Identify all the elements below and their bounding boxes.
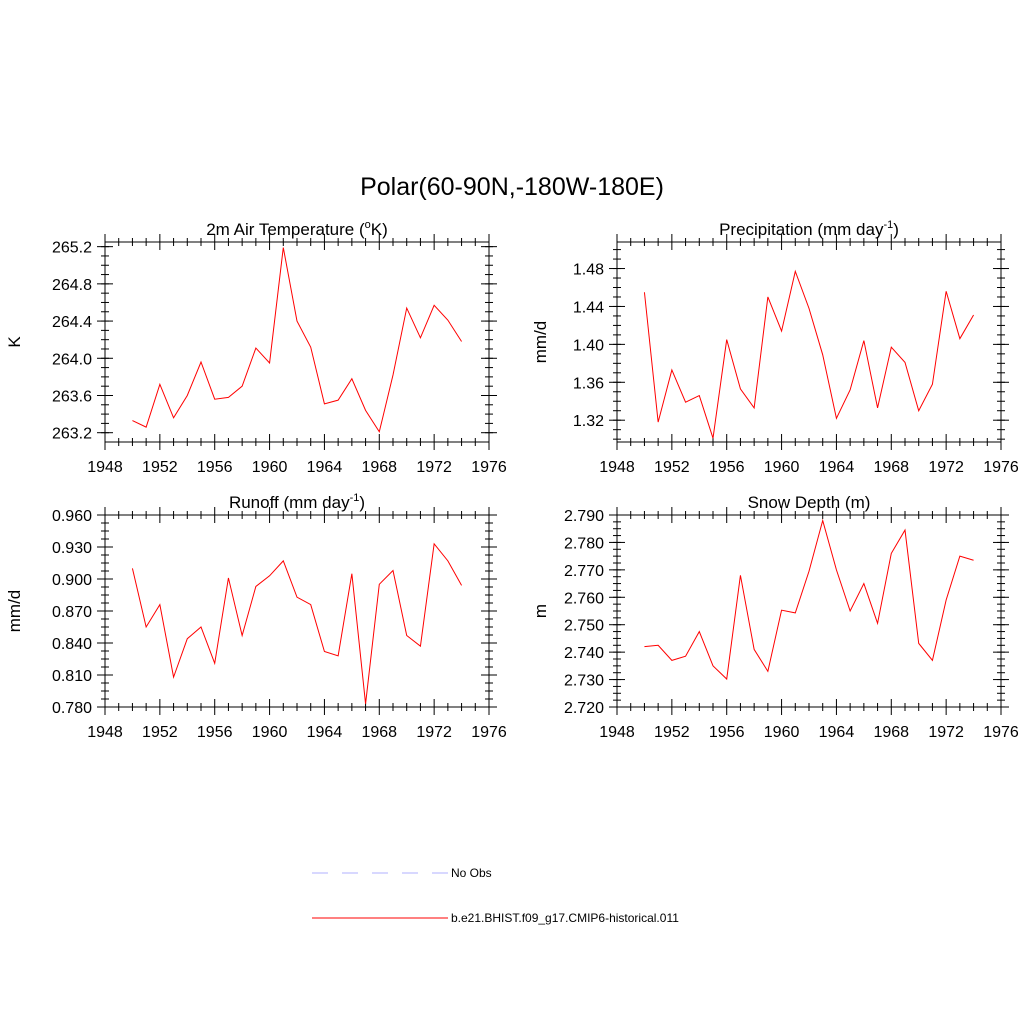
x-tick-label: 1964 bbox=[307, 724, 343, 741]
y-tick-label: 2.760 bbox=[564, 590, 604, 607]
plot-frame bbox=[104, 241, 490, 443]
x-tick-label: 1952 bbox=[142, 724, 178, 741]
y-tick-label: 263.2 bbox=[52, 426, 92, 443]
series-line-model bbox=[131, 542, 463, 704]
panel-title-text: 2m Air Temperature ( bbox=[206, 220, 365, 239]
panel-title-text: Snow Depth (m) bbox=[748, 493, 871, 512]
y-tick-label: 1.48 bbox=[573, 262, 604, 279]
x-tick-label: 1960 bbox=[764, 724, 800, 741]
plot-frame bbox=[104, 514, 490, 708]
legend-label: No Obs bbox=[451, 866, 492, 880]
y-tick-label: 0.810 bbox=[52, 668, 92, 685]
panel-title: Runoff (mm day-1) bbox=[229, 492, 365, 512]
x-tick-label: 1956 bbox=[709, 724, 745, 741]
y-tick-label: 264.0 bbox=[52, 351, 92, 368]
y-axis-label: K bbox=[5, 336, 24, 348]
x-tick-label: 1964 bbox=[307, 459, 343, 476]
panel-1: 2m Air Temperature (oK) 1948 1952 1956 1960 1… bbox=[5, 219, 507, 476]
y-tick-label: 0.900 bbox=[52, 572, 92, 589]
y-tick-label: 2.740 bbox=[564, 645, 604, 662]
y-axis-label: mm/d bbox=[5, 590, 24, 633]
x-tick-label: 1956 bbox=[197, 459, 233, 476]
x-tick-label: 1964 bbox=[819, 724, 855, 741]
x-tick-label: 1952 bbox=[654, 459, 690, 476]
y-tick-label: 0.840 bbox=[52, 636, 92, 653]
series-line-model bbox=[132, 247, 462, 434]
panel-title: Snow Depth (m) bbox=[748, 493, 871, 512]
x-tick-label: 1952 bbox=[654, 724, 690, 741]
legend: No Obs b.e21.BHIST.f09_g17.CMIP6-historic… bbox=[312, 866, 679, 925]
y-tick-label: 0.960 bbox=[52, 508, 92, 525]
y-tick-label: 2.770 bbox=[564, 563, 604, 580]
y-tick-label: 0.780 bbox=[52, 700, 92, 717]
y-tick-label: 264.4 bbox=[52, 314, 92, 331]
y-tick-label: 2.790 bbox=[564, 508, 604, 525]
x-tick-label: 1972 bbox=[416, 724, 452, 741]
y-tick-label: 263.6 bbox=[52, 388, 92, 405]
x-tick-label: 1968 bbox=[361, 459, 397, 476]
x-tick-label: 1960 bbox=[764, 459, 800, 476]
y-axis-label: mm/d bbox=[531, 321, 550, 364]
y-tick-label: 1.40 bbox=[573, 337, 604, 354]
panel-title-suffix: K) bbox=[371, 220, 388, 239]
x-tick-label: 1972 bbox=[928, 724, 964, 741]
x-tick-label: 1972 bbox=[928, 459, 964, 476]
x-tick-label: 1952 bbox=[142, 459, 178, 476]
x-tick-label: 1976 bbox=[471, 459, 507, 476]
y-tick-label: 1.44 bbox=[573, 299, 604, 316]
x-tick-label: 1956 bbox=[197, 724, 233, 741]
panel-title-text: Precipitation (mm day bbox=[719, 220, 884, 239]
x-tick-label: 1976 bbox=[471, 724, 507, 741]
y-tick-label: 2.730 bbox=[564, 673, 604, 690]
series-line-model bbox=[643, 269, 975, 439]
panel-4: Snow Depth (m) 1948 1952 1956 1960 1964 1968 19… bbox=[531, 493, 1019, 741]
y-tick-label: 2.780 bbox=[564, 535, 604, 552]
legend-label: b.e21.BHIST.f09_g17.CMIP6-historical.011 bbox=[451, 911, 679, 925]
x-tick-label: 1976 bbox=[983, 724, 1019, 741]
panel-title-sup: -1 bbox=[350, 492, 360, 504]
y-tick-label: 0.930 bbox=[52, 540, 92, 557]
y-tick-label: 265.2 bbox=[52, 240, 92, 257]
panel-title-suffix: ) bbox=[893, 220, 899, 239]
y-tick-label: 1.32 bbox=[573, 413, 604, 430]
x-tick-label: 1948 bbox=[87, 459, 123, 476]
x-tick-label: 1968 bbox=[873, 724, 909, 741]
x-tick-label: 1972 bbox=[416, 459, 452, 476]
panel-2: Precipitation (mm day-1) 1948 1952 1956 1960… bbox=[531, 219, 1019, 476]
x-tick-label: 1948 bbox=[87, 724, 123, 741]
panel-3: Runoff (mm day-1) 1948 1952 1956 1960 1964 196… bbox=[5, 492, 507, 741]
series-line-model bbox=[644, 518, 974, 681]
x-tick-label: 1956 bbox=[709, 459, 745, 476]
panel-title: 2m Air Temperature (oK) bbox=[206, 219, 388, 239]
panel-title: Precipitation (mm day-1) bbox=[719, 219, 899, 239]
x-tick-label: 1960 bbox=[252, 459, 288, 476]
x-tick-label: 1968 bbox=[873, 459, 909, 476]
y-axis-label: m bbox=[531, 604, 550, 618]
figure-title: Polar(60-90N,-180W-180E) bbox=[360, 173, 664, 201]
y-tick-label: 1.36 bbox=[573, 375, 604, 392]
x-tick-label: 1968 bbox=[361, 724, 397, 741]
panel-title-suffix: ) bbox=[359, 493, 365, 512]
panels: 2m Air Temperature (oK)1948 1952 1956 1960 1… bbox=[5, 219, 1019, 741]
x-tick-label: 1948 bbox=[599, 459, 635, 476]
x-tick-label: 1964 bbox=[819, 459, 855, 476]
y-tick-label: 0.870 bbox=[52, 604, 92, 621]
y-tick-label: 2.720 bbox=[564, 700, 604, 717]
panel-title-sup: -1 bbox=[883, 219, 893, 231]
x-tick-label: 1960 bbox=[252, 724, 288, 741]
plot-frame bbox=[616, 241, 1002, 443]
x-tick-label: 1948 bbox=[599, 724, 635, 741]
panel-title-text: Runoff (mm day bbox=[229, 493, 350, 512]
y-tick-label: 264.8 bbox=[52, 277, 92, 294]
x-tick-label: 1976 bbox=[983, 459, 1019, 476]
y-tick-label: 2.750 bbox=[564, 618, 604, 635]
panel-title-sup: o bbox=[365, 219, 371, 231]
